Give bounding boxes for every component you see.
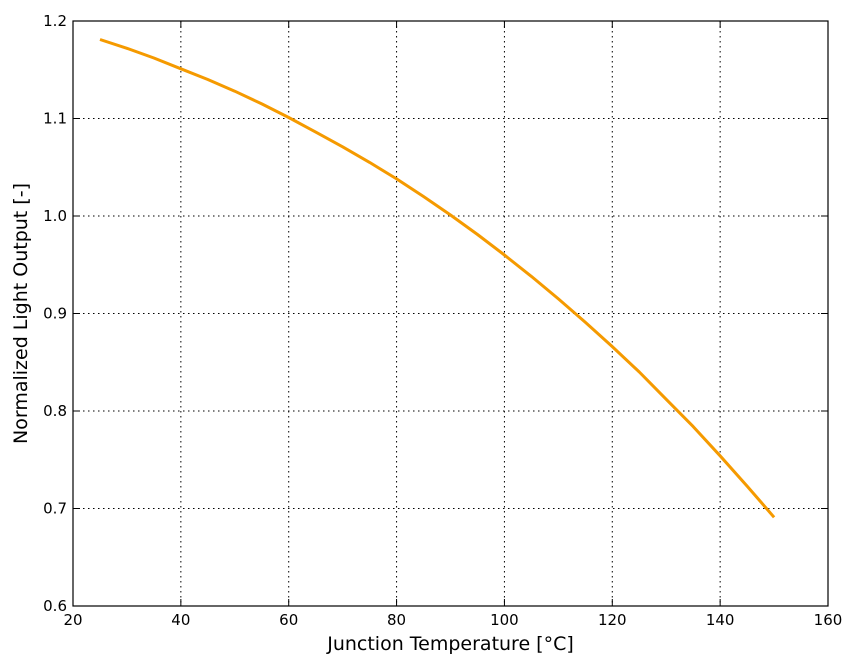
x-tick-label: 80 <box>387 611 406 629</box>
x-tick-label: 60 <box>279 611 298 629</box>
tick-marks <box>72 20 829 607</box>
y-tick-label: 0.6 <box>43 597 67 615</box>
y-tick-label: 0.9 <box>43 305 67 323</box>
x-tick-label: 160 <box>814 611 843 629</box>
y-tick-label: 0.7 <box>43 500 67 518</box>
grid <box>73 21 828 606</box>
y-tick-labels: 0.6 0.7 0.8 0.9 1.0 1.1 1.2 <box>43 12 67 615</box>
y-tick-label: 1.1 <box>43 110 67 128</box>
plot-frame <box>72 20 829 607</box>
x-tick-label: 140 <box>706 611 735 629</box>
series-layer <box>99 38 776 519</box>
y-tick-label: 1.2 <box>43 12 67 30</box>
x-tick-label: 120 <box>598 611 627 629</box>
x-tick-label: 20 <box>63 611 82 629</box>
x-tick-labels: 20 40 60 80 100 120 140 160 <box>63 611 842 629</box>
y-axis-label: Normalized Light Output [-] <box>10 183 32 444</box>
y-tick-label: 1.0 <box>43 207 67 225</box>
x-tick-label: 100 <box>490 611 519 629</box>
series-line <box>99 38 776 519</box>
y-tick-label: 0.8 <box>43 402 67 420</box>
x-axis-label: Junction Temperature [°C] <box>326 633 574 655</box>
x-tick-label: 40 <box>171 611 190 629</box>
